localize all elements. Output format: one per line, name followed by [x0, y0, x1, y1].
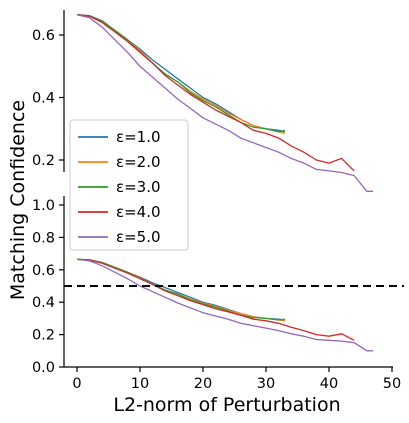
x-axis-title: L2-norm of Perturbation [113, 394, 340, 416]
bottom-x-tick-label: 10 [131, 376, 149, 392]
bottom-x-tick-label: 30 [257, 376, 275, 392]
bottom-series-eps-3-line [76, 258, 285, 321]
top-y-tick-label: 0.6 [32, 28, 55, 44]
bottom-x-tick-label: 20 [194, 376, 212, 392]
top-series-eps-5-line [76, 14, 374, 192]
bottom-panel: 0.0 0.2 0.4 0.6 0.8 1.0 0 10 20 30 40 50 [32, 196, 404, 392]
legend-label-eps-1: ε=1.0 [116, 128, 161, 146]
bottom-y-tick-label: 0.6 [32, 263, 55, 279]
bottom-x-ticks: 0 10 20 30 40 50 [72, 367, 401, 392]
top-y-ticks: 0.2 0.4 0.6 [32, 28, 64, 169]
legend: ε=1.0 ε=2.0 ε=3.0 ε=4.0 ε=5.0 [69, 119, 189, 251]
bottom-series-eps-5-line [76, 258, 374, 352]
top-panel: 0.2 0.4 0.6 [32, 10, 374, 192]
bottom-y-tick-label: 1.0 [32, 198, 55, 214]
y-axis-title: Matching Confidence [7, 100, 29, 300]
bottom-x-tick-label: 50 [383, 376, 401, 392]
top-y-tick-label: 0.2 [32, 153, 55, 169]
bottom-x-tick-label: 40 [320, 376, 338, 392]
bottom-y-tick-label: 0.4 [32, 295, 55, 311]
legend-label-eps-3: ε=3.0 [116, 178, 161, 196]
top-y-tick-label: 0.4 [32, 91, 55, 107]
legend-frame [69, 119, 189, 251]
bottom-y-ticks: 0.0 0.2 0.4 0.6 0.8 1.0 [32, 198, 64, 376]
legend-label-eps-5: ε=5.0 [116, 228, 161, 246]
bottom-series-eps-4-line [76, 258, 355, 341]
bottom-y-tick-label: 0.0 [32, 360, 55, 376]
bottom-y-tick-label: 0.2 [32, 328, 55, 344]
legend-label-eps-2: ε=2.0 [116, 153, 161, 171]
top-series-group [76, 14, 374, 192]
top-series-eps-3-line [76, 14, 286, 133]
bottom-series-group [76, 258, 374, 352]
bottom-y-tick-label: 0.8 [32, 230, 55, 246]
bottom-x-tick-label: 0 [72, 376, 81, 392]
top-series-eps-4-line [76, 14, 355, 172]
legend-label-eps-4: ε=4.0 [116, 203, 161, 221]
